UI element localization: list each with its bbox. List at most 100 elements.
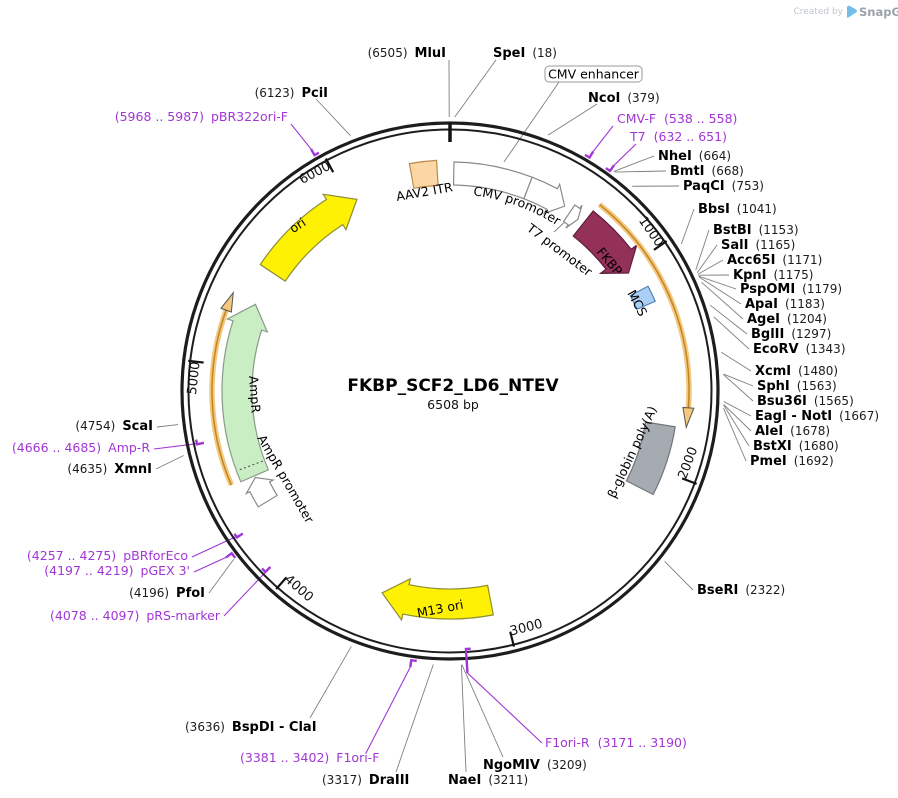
enzyme-name[interactable]: BglII <box>751 327 784 342</box>
primer-label-CMV-F[interactable]: CMV-F (538 .. 558) <box>617 111 737 126</box>
primer-label-pBR322ori-F[interactable]: (5968 .. 5987) pBR322ori-F <box>115 109 288 124</box>
enzyme-label-MluI[interactable]: (6505) MluI <box>368 46 446 61</box>
enzyme-label-ApaI[interactable]: ApaI (1183) <box>745 297 825 312</box>
feature-label-cmv-enhancer[interactable]: CMV enhancer <box>548 67 640 82</box>
enzyme-name[interactable]: BbsI <box>698 202 730 217</box>
primer-tick-pRS-marker <box>261 566 272 574</box>
enzyme-label-SphI[interactable]: SphI (1563) <box>757 379 837 394</box>
enzyme-label-SpeI[interactable]: SpeI (18) <box>493 46 557 61</box>
enzyme-label-BbsI[interactable]: BbsI (1041) <box>698 202 777 217</box>
enzyme-label-NcoI[interactable]: NcoI (379) <box>588 91 660 106</box>
scale-tick-label-6000: 6000 <box>297 159 333 188</box>
feature-fkbp[interactable] <box>572 210 638 275</box>
enzyme-label-PmeI[interactable]: PmeI (1692) <box>750 454 834 469</box>
enzyme-name[interactable]: SpeI <box>493 46 525 61</box>
enzyme-name[interactable]: BstBI <box>713 223 752 238</box>
enzyme-name[interactable]: PaqCI <box>683 179 725 194</box>
enzyme-name[interactable]: EagI - NotI <box>755 409 832 424</box>
feature-mcs[interactable] <box>629 285 657 311</box>
primer-name[interactable]: F1ori-F <box>336 750 379 765</box>
enzyme-name[interactable]: BseRI <box>697 583 738 598</box>
primer-name[interactable]: T7 <box>629 129 646 144</box>
enzyme-label-NaeI[interactable]: NaeI (3211) <box>448 773 528 788</box>
enzyme-name[interactable]: NaeI <box>448 773 481 788</box>
enzyme-name[interactable]: EcoRV <box>753 342 799 357</box>
enzyme-name[interactable]: NcoI <box>588 91 620 106</box>
enzyme-label-NgoMIV[interactable]: NgoMIV (3209) <box>483 758 587 773</box>
enzyme-name[interactable]: BmtI <box>670 164 705 179</box>
enzyme-name[interactable]: XmnI <box>114 462 152 477</box>
enzyme-name[interactable]: NgoMIV <box>483 758 540 773</box>
feature-aav2-itr[interactable] <box>408 159 439 189</box>
enzyme-label-PspOMI[interactable]: PspOMI (1179) <box>740 282 842 297</box>
enzyme-label-Bsu36I[interactable]: Bsu36I (1565) <box>757 394 854 409</box>
primer-label-F1ori-R[interactable]: F1ori-R (3171 .. 3190) <box>545 735 687 750</box>
enzyme-name[interactable]: PfoI <box>176 586 205 601</box>
enzyme-name[interactable]: XcmI <box>755 364 791 379</box>
enzyme-name[interactable]: PmeI <box>750 454 787 469</box>
primer-name[interactable]: CMV-F <box>617 111 656 126</box>
enzyme-label-BstXI[interactable]: BstXI (1680) <box>753 439 839 454</box>
feature-label-ampr[interactable]: AmpR <box>246 375 264 414</box>
primer-label-pGEX 3'[interactable]: (4197 .. 4219) pGEX 3' <box>44 563 190 578</box>
enzyme-label-AgeI[interactable]: AgeI (1204) <box>747 312 827 327</box>
enzyme-label-BseRI[interactable]: BseRI (2322) <box>697 583 785 598</box>
enzyme-label-EcoRV[interactable]: EcoRV (1343) <box>753 342 846 357</box>
primer-label-Amp-R[interactable]: (4666 .. 4685) Amp-R <box>12 440 150 455</box>
enzyme-label-NheI[interactable]: NheI (664) <box>658 149 731 164</box>
feature-m13-ori[interactable] <box>381 577 495 622</box>
primer-name[interactable]: pRS-marker <box>146 608 221 623</box>
primer-label-pRS-marker[interactable]: (4078 .. 4097) pRS-marker <box>50 608 221 623</box>
enzyme-name[interactable]: BstXI <box>753 439 792 454</box>
enzyme-name[interactable]: PciI <box>301 86 328 101</box>
enzyme-name[interactable]: MluI <box>415 46 446 61</box>
enzyme-name[interactable]: SalI <box>721 238 748 253</box>
enzyme-name[interactable]: BspDI - ClaI <box>232 720 317 735</box>
enzyme-name[interactable]: AgeI <box>747 312 780 327</box>
enzyme-name[interactable]: Bsu36I <box>757 394 807 409</box>
feature-ampr-promoter[interactable] <box>244 476 278 508</box>
enzyme-name[interactable]: KpnI <box>733 268 766 283</box>
primer-label-F1ori-F[interactable]: (3381 .. 3402) F1ori-F <box>240 750 379 765</box>
enzyme-label-XcmI[interactable]: XcmI (1480) <box>755 364 838 379</box>
enzyme-name[interactable]: NheI <box>658 149 692 164</box>
watermark-brand[interactable]: SnapGene <box>859 5 898 19</box>
feature-t7-promoter[interactable] <box>562 204 583 229</box>
enzyme-label-PfoI[interactable]: (4196) PfoI <box>129 586 205 601</box>
enzyme-name[interactable]: ApaI <box>745 297 778 312</box>
enzyme-label-BstBI[interactable]: BstBI (1153) <box>713 223 799 238</box>
enzyme-label-SalI[interactable]: SalI (1165) <box>721 238 795 253</box>
enzyme-name[interactable]: PspOMI <box>740 282 795 297</box>
primer-label-pBRforEco[interactable]: (4257 .. 4275) pBRforEco <box>27 548 188 563</box>
enzyme-line-ScaI <box>156 424 179 428</box>
feature-ampr[interactable] <box>221 303 270 483</box>
enzyme-label-ScaI[interactable]: (4754) ScaI <box>75 419 153 434</box>
enzyme-label-AleI[interactable]: AleI (1678) <box>755 424 830 439</box>
enzyme-name[interactable]: SphI <box>757 379 790 394</box>
enzyme-name[interactable]: DraIII <box>369 773 410 788</box>
enzyme-label-PciI[interactable]: (6123) PciI <box>255 86 328 101</box>
enzyme-label-XmnI[interactable]: (4635) XmnI <box>67 462 152 477</box>
feature-beta-globin-polya[interactable] <box>625 421 676 496</box>
enzyme-name[interactable]: Acc65I <box>727 253 775 268</box>
enzyme-label-DraIII[interactable]: (3317) DraIII <box>322 773 409 788</box>
enzyme-label-BspDI - ClaI[interactable]: (3636) BspDI - ClaI <box>185 720 317 735</box>
enzyme-name[interactable]: AleI <box>755 424 783 439</box>
enzyme-label-PaqCI[interactable]: PaqCI (753) <box>683 179 764 194</box>
enzyme-label-EagI - NotI[interactable]: EagI - NotI (1667) <box>755 409 879 424</box>
feature-cmv-promoter[interactable] <box>523 176 566 215</box>
primer-label-T7[interactable]: T7 (632 .. 651) <box>629 129 727 144</box>
primer-name[interactable]: Amp-R <box>108 440 150 455</box>
feature-label-ori[interactable]: ori <box>287 215 309 236</box>
enzyme-position: (4754) <box>75 419 115 433</box>
enzyme-name[interactable]: ScaI <box>122 419 153 434</box>
primer-name[interactable]: pGEX 3' <box>141 563 190 578</box>
enzyme-label-KpnI[interactable]: KpnI (1175) <box>733 268 813 283</box>
primer-name[interactable]: pBRforEco <box>123 548 188 563</box>
enzyme-label-BmtI[interactable]: BmtI (668) <box>670 164 744 179</box>
feature-ori[interactable] <box>259 193 358 283</box>
primer-name[interactable]: F1ori-R <box>545 735 590 750</box>
enzyme-label-BglII[interactable]: BglII (1297) <box>751 327 831 342</box>
primer-name[interactable]: pBR322ori-F <box>211 109 288 124</box>
enzyme-label-Acc65I[interactable]: Acc65I (1171) <box>727 253 822 268</box>
